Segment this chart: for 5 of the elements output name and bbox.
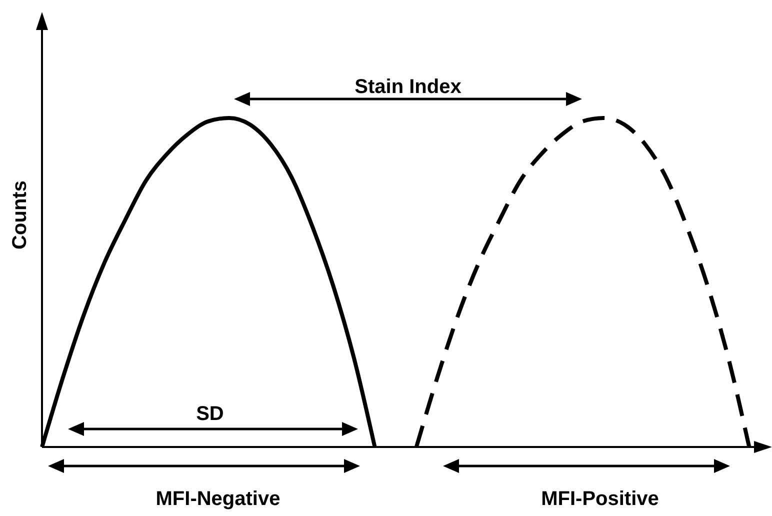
text: MFI-Positive [541, 488, 659, 510]
annotation: SD [196, 403, 224, 425]
y-axis-title: Counts [9, 180, 31, 250]
text: Stain Index [354, 76, 462, 98]
text: MFI-Negative [156, 488, 280, 510]
